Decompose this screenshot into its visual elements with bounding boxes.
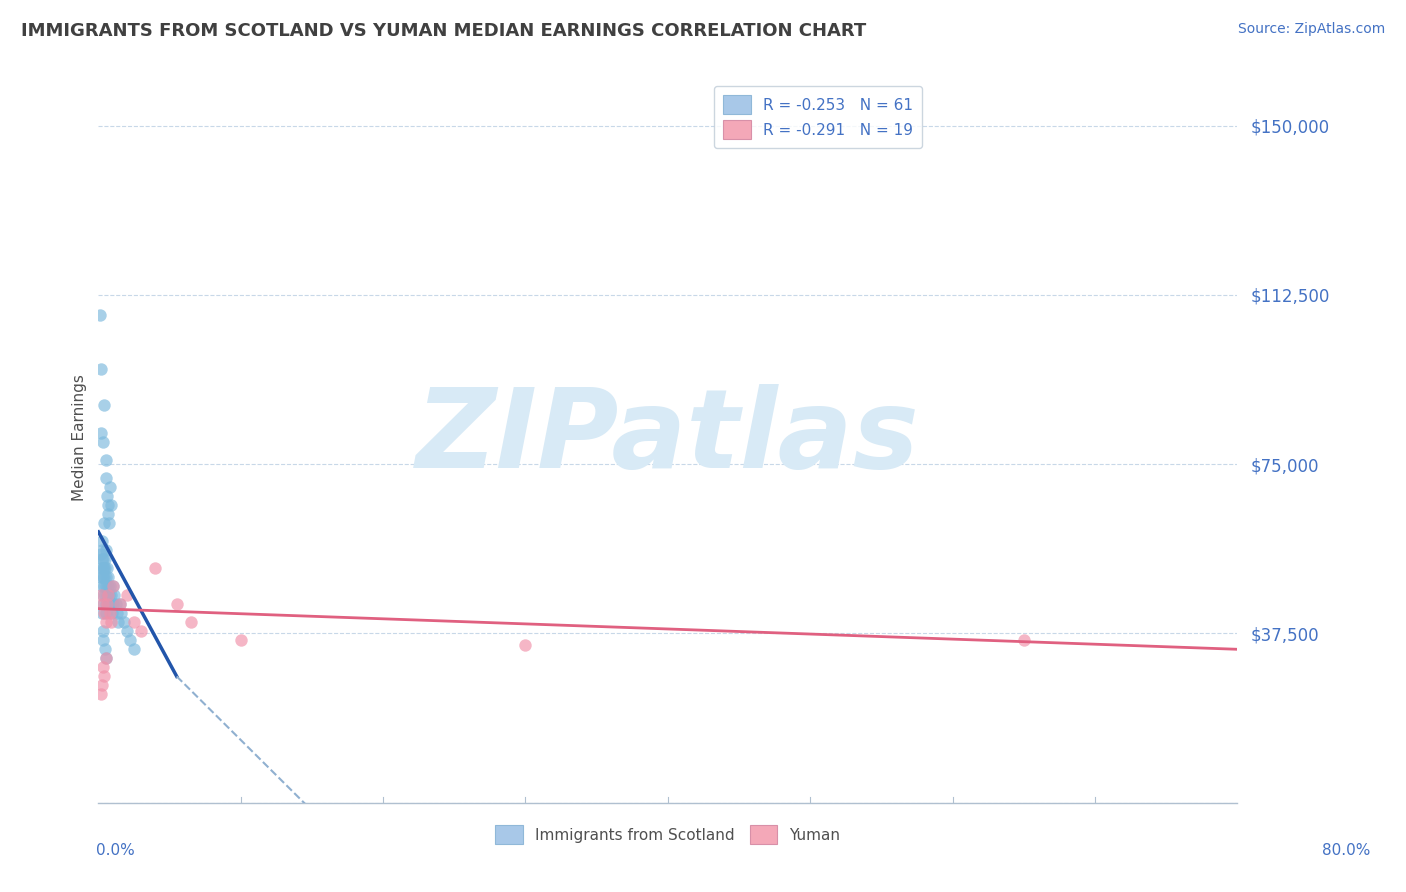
Point (112, 615, 135, 630)
Point (122, 615, 145, 630)
Point (93, 633, 115, 648)
Point (94, 651, 117, 665)
Point (98, 606, 121, 620)
Text: IMMIGRANTS FROM SCOTLAND VS YUMAN MEDIAN EARNINGS CORRELATION CHART: IMMIGRANTS FROM SCOTLAND VS YUMAN MEDIAN… (21, 22, 866, 40)
Point (515, 638, 537, 652)
Y-axis label: Median Earnings: Median Earnings (72, 374, 87, 500)
Point (100, 597, 122, 611)
Point (90, 425, 112, 440)
Point (118, 633, 141, 648)
Point (93, 561, 115, 575)
Point (91, 579, 114, 593)
Point (93, 399, 115, 413)
Point (93, 606, 115, 620)
Point (93, 579, 115, 593)
Point (93, 516, 115, 530)
Point (166, 597, 188, 611)
Point (97, 579, 120, 593)
Point (94, 561, 117, 575)
Point (94, 606, 117, 620)
Point (96, 570, 118, 584)
Point (98, 579, 121, 593)
Point (90, 561, 112, 575)
Point (90, 688, 112, 702)
Point (94, 543, 117, 558)
Point (101, 579, 124, 593)
Point (100, 615, 122, 630)
Point (89, 308, 111, 322)
Point (94, 651, 117, 665)
Point (91, 678, 114, 692)
Point (105, 606, 128, 620)
Point (104, 597, 127, 611)
Point (108, 597, 131, 611)
Point (93, 669, 115, 683)
Point (94, 452, 117, 467)
Point (100, 498, 122, 512)
Point (93, 570, 115, 584)
Point (91, 543, 114, 558)
Point (91, 624, 114, 639)
Point (115, 624, 138, 639)
Point (97, 588, 120, 602)
Point (101, 597, 124, 611)
Point (97, 498, 120, 512)
Text: 0.0%: 0.0% (96, 843, 135, 857)
Point (90, 588, 112, 602)
Point (1012, 633, 1035, 648)
Point (108, 597, 131, 611)
Point (97, 597, 120, 611)
Point (122, 642, 145, 657)
Point (96, 561, 118, 575)
Point (94, 588, 117, 602)
Point (101, 606, 124, 620)
Point (91, 606, 114, 620)
Point (91, 552, 114, 566)
Point (229, 633, 252, 648)
Point (91, 434, 114, 449)
Point (94, 642, 117, 657)
Text: ZIPatlas: ZIPatlas (416, 384, 920, 491)
Point (91, 588, 114, 602)
Point (98, 516, 121, 530)
Point (115, 588, 138, 602)
Point (91, 552, 114, 566)
Point (145, 561, 167, 575)
Point (91, 597, 114, 611)
Text: 80.0%: 80.0% (1323, 843, 1371, 857)
Point (96, 597, 118, 611)
Point (93, 570, 115, 584)
Point (103, 588, 125, 602)
Point (97, 570, 120, 584)
Legend: Immigrants from Scotland, Yuman: Immigrants from Scotland, Yuman (489, 819, 846, 850)
Point (180, 615, 202, 630)
Point (90, 362, 112, 376)
Point (90, 570, 112, 584)
Point (94, 615, 117, 630)
Point (101, 579, 124, 593)
Text: Source: ZipAtlas.com: Source: ZipAtlas.com (1237, 22, 1385, 37)
Point (98, 588, 121, 602)
Point (96, 597, 118, 611)
Point (129, 624, 152, 639)
Point (90, 533, 112, 548)
Point (110, 606, 132, 620)
Point (90, 548, 112, 562)
Point (91, 660, 114, 674)
Point (93, 597, 115, 611)
Point (107, 615, 129, 630)
Point (96, 489, 118, 503)
Point (94, 579, 117, 593)
Point (97, 507, 120, 521)
Point (98, 480, 121, 494)
Point (96, 471, 118, 485)
Point (100, 588, 122, 602)
Point (94, 552, 117, 566)
Point (91, 561, 114, 575)
Point (96, 588, 118, 602)
